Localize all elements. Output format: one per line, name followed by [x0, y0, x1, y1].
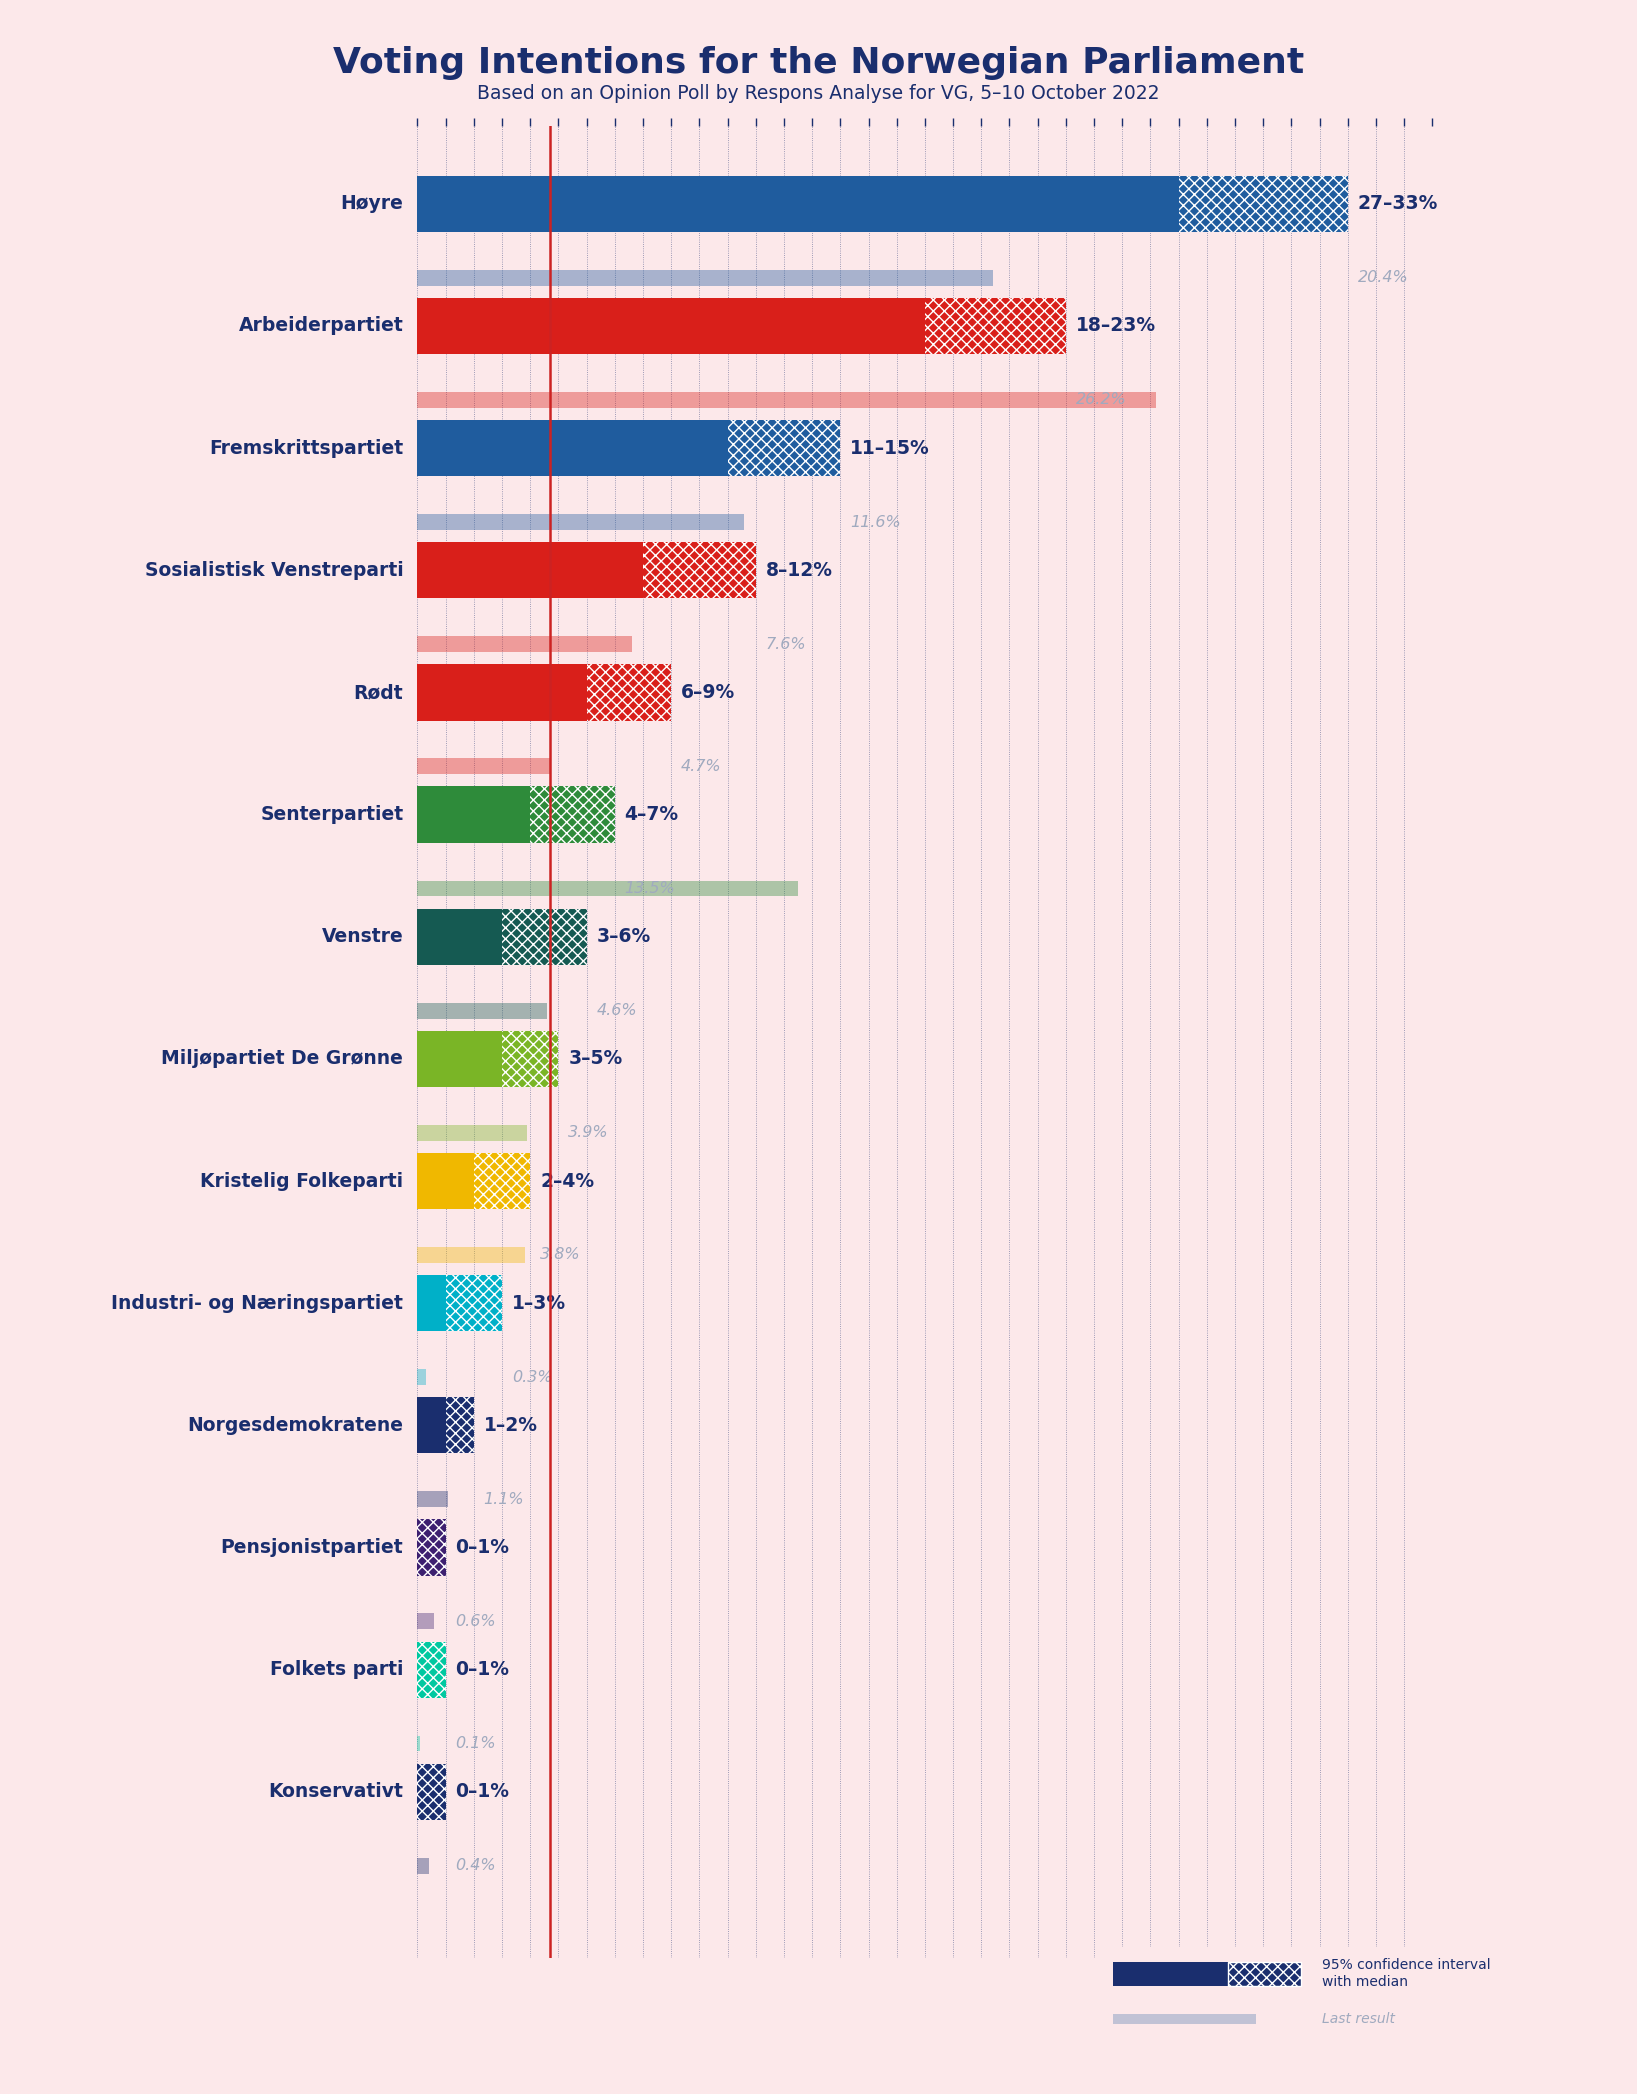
Bar — [417, 1397, 445, 1453]
Text: Pensjonistpartiet: Pensjonistpartiet — [221, 1537, 403, 1558]
Bar — [417, 1612, 434, 1629]
Text: Norgesdemokratene: Norgesdemokratene — [187, 1416, 403, 1434]
Text: 20.4%: 20.4% — [1357, 270, 1408, 285]
Bar — [417, 758, 550, 775]
Text: 13.5%: 13.5% — [625, 882, 676, 896]
Text: 18–23%: 18–23% — [1076, 316, 1156, 335]
Text: 3–5%: 3–5% — [568, 1049, 622, 1068]
Bar — [586, 664, 671, 720]
Bar — [1113, 1962, 1228, 1985]
Text: 2–4%: 2–4% — [540, 1171, 594, 1191]
Bar — [530, 787, 616, 842]
Text: 11.6%: 11.6% — [850, 515, 900, 530]
Bar — [417, 1154, 473, 1208]
Text: Voting Intentions for the Norwegian Parliament: Voting Intentions for the Norwegian Parl… — [332, 46, 1305, 80]
Text: 95% confidence interval
with median: 95% confidence interval with median — [1323, 1958, 1491, 1989]
Bar — [1228, 1962, 1301, 1985]
Bar — [417, 176, 1179, 232]
Bar — [417, 664, 586, 720]
Text: Fremskrittspartiet: Fremskrittspartiet — [210, 438, 403, 459]
Bar — [417, 787, 530, 842]
Text: 3–6%: 3–6% — [596, 928, 652, 946]
Text: 0.1%: 0.1% — [455, 1736, 496, 1751]
Bar — [727, 421, 840, 475]
Bar — [445, 1397, 473, 1453]
Text: Konservativt: Konservativt — [268, 1782, 403, 1801]
Text: 8–12%: 8–12% — [766, 561, 833, 580]
Text: 27–33%: 27–33% — [1357, 195, 1437, 214]
Bar — [1113, 2014, 1257, 2025]
Text: 0–1%: 0–1% — [455, 1537, 509, 1558]
Text: 4.6%: 4.6% — [596, 1003, 637, 1018]
Text: 0.4%: 0.4% — [455, 1857, 496, 1874]
Text: 0.6%: 0.6% — [455, 1614, 496, 1629]
Bar — [503, 1030, 558, 1087]
Text: 4–7%: 4–7% — [625, 804, 679, 825]
Text: Rødt: Rødt — [354, 683, 403, 701]
Bar — [417, 297, 925, 354]
Text: 6–9%: 6–9% — [681, 683, 735, 701]
Bar — [417, 1030, 503, 1087]
Bar — [417, 1275, 445, 1332]
Text: 4.7%: 4.7% — [681, 758, 722, 775]
Text: Folkets parti: Folkets parti — [270, 1661, 403, 1679]
Text: 0.3%: 0.3% — [512, 1369, 553, 1384]
Text: Høyre: Høyre — [340, 195, 403, 214]
Bar — [417, 1642, 445, 1698]
Bar — [417, 515, 745, 530]
Text: 11–15%: 11–15% — [850, 438, 930, 459]
Bar — [1179, 176, 1347, 232]
Bar — [417, 1520, 445, 1575]
Text: Industri- og Næringspartiet: Industri- og Næringspartiet — [111, 1294, 403, 1313]
Text: 0–1%: 0–1% — [455, 1782, 509, 1801]
Text: Last result: Last result — [1323, 2012, 1395, 2027]
Text: 1–3%: 1–3% — [512, 1294, 566, 1313]
Text: Kristelig Folkeparti: Kristelig Folkeparti — [200, 1171, 403, 1191]
Bar — [925, 297, 1066, 354]
Bar — [417, 1124, 527, 1141]
Bar — [417, 1369, 426, 1384]
Text: Sosialistisk Venstreparti: Sosialistisk Venstreparti — [144, 561, 403, 580]
Bar — [417, 637, 632, 651]
Text: 1–2%: 1–2% — [483, 1416, 537, 1434]
Text: Arbeiderpartiet: Arbeiderpartiet — [239, 316, 403, 335]
Bar — [417, 1491, 449, 1508]
Bar — [417, 1248, 524, 1263]
Text: 7.6%: 7.6% — [766, 637, 807, 651]
Bar — [503, 909, 586, 965]
Text: Venstre: Venstre — [321, 928, 403, 946]
Text: 26.2%: 26.2% — [1076, 392, 1126, 408]
Bar — [417, 421, 727, 475]
Text: Senterpartiet: Senterpartiet — [260, 804, 403, 825]
Text: Miljøpartiet De Grønne: Miljøpartiet De Grønne — [162, 1049, 403, 1068]
Bar — [417, 1763, 445, 1820]
Bar — [417, 909, 503, 965]
Bar — [445, 1275, 503, 1332]
Text: 3.9%: 3.9% — [568, 1124, 609, 1141]
Bar — [417, 1857, 429, 1874]
Bar — [473, 1154, 530, 1208]
Bar — [417, 1736, 421, 1751]
Bar — [417, 1003, 547, 1018]
Bar — [417, 879, 799, 896]
Bar — [417, 542, 643, 599]
Text: 3.8%: 3.8% — [540, 1248, 581, 1263]
Text: 1.1%: 1.1% — [483, 1491, 524, 1508]
Bar — [643, 542, 756, 599]
Bar — [417, 392, 1156, 408]
Bar — [417, 270, 992, 285]
Text: Based on an Opinion Poll by Respons Analyse for VG, 5–10 October 2022: Based on an Opinion Poll by Respons Anal… — [478, 84, 1159, 103]
Text: 0–1%: 0–1% — [455, 1661, 509, 1679]
